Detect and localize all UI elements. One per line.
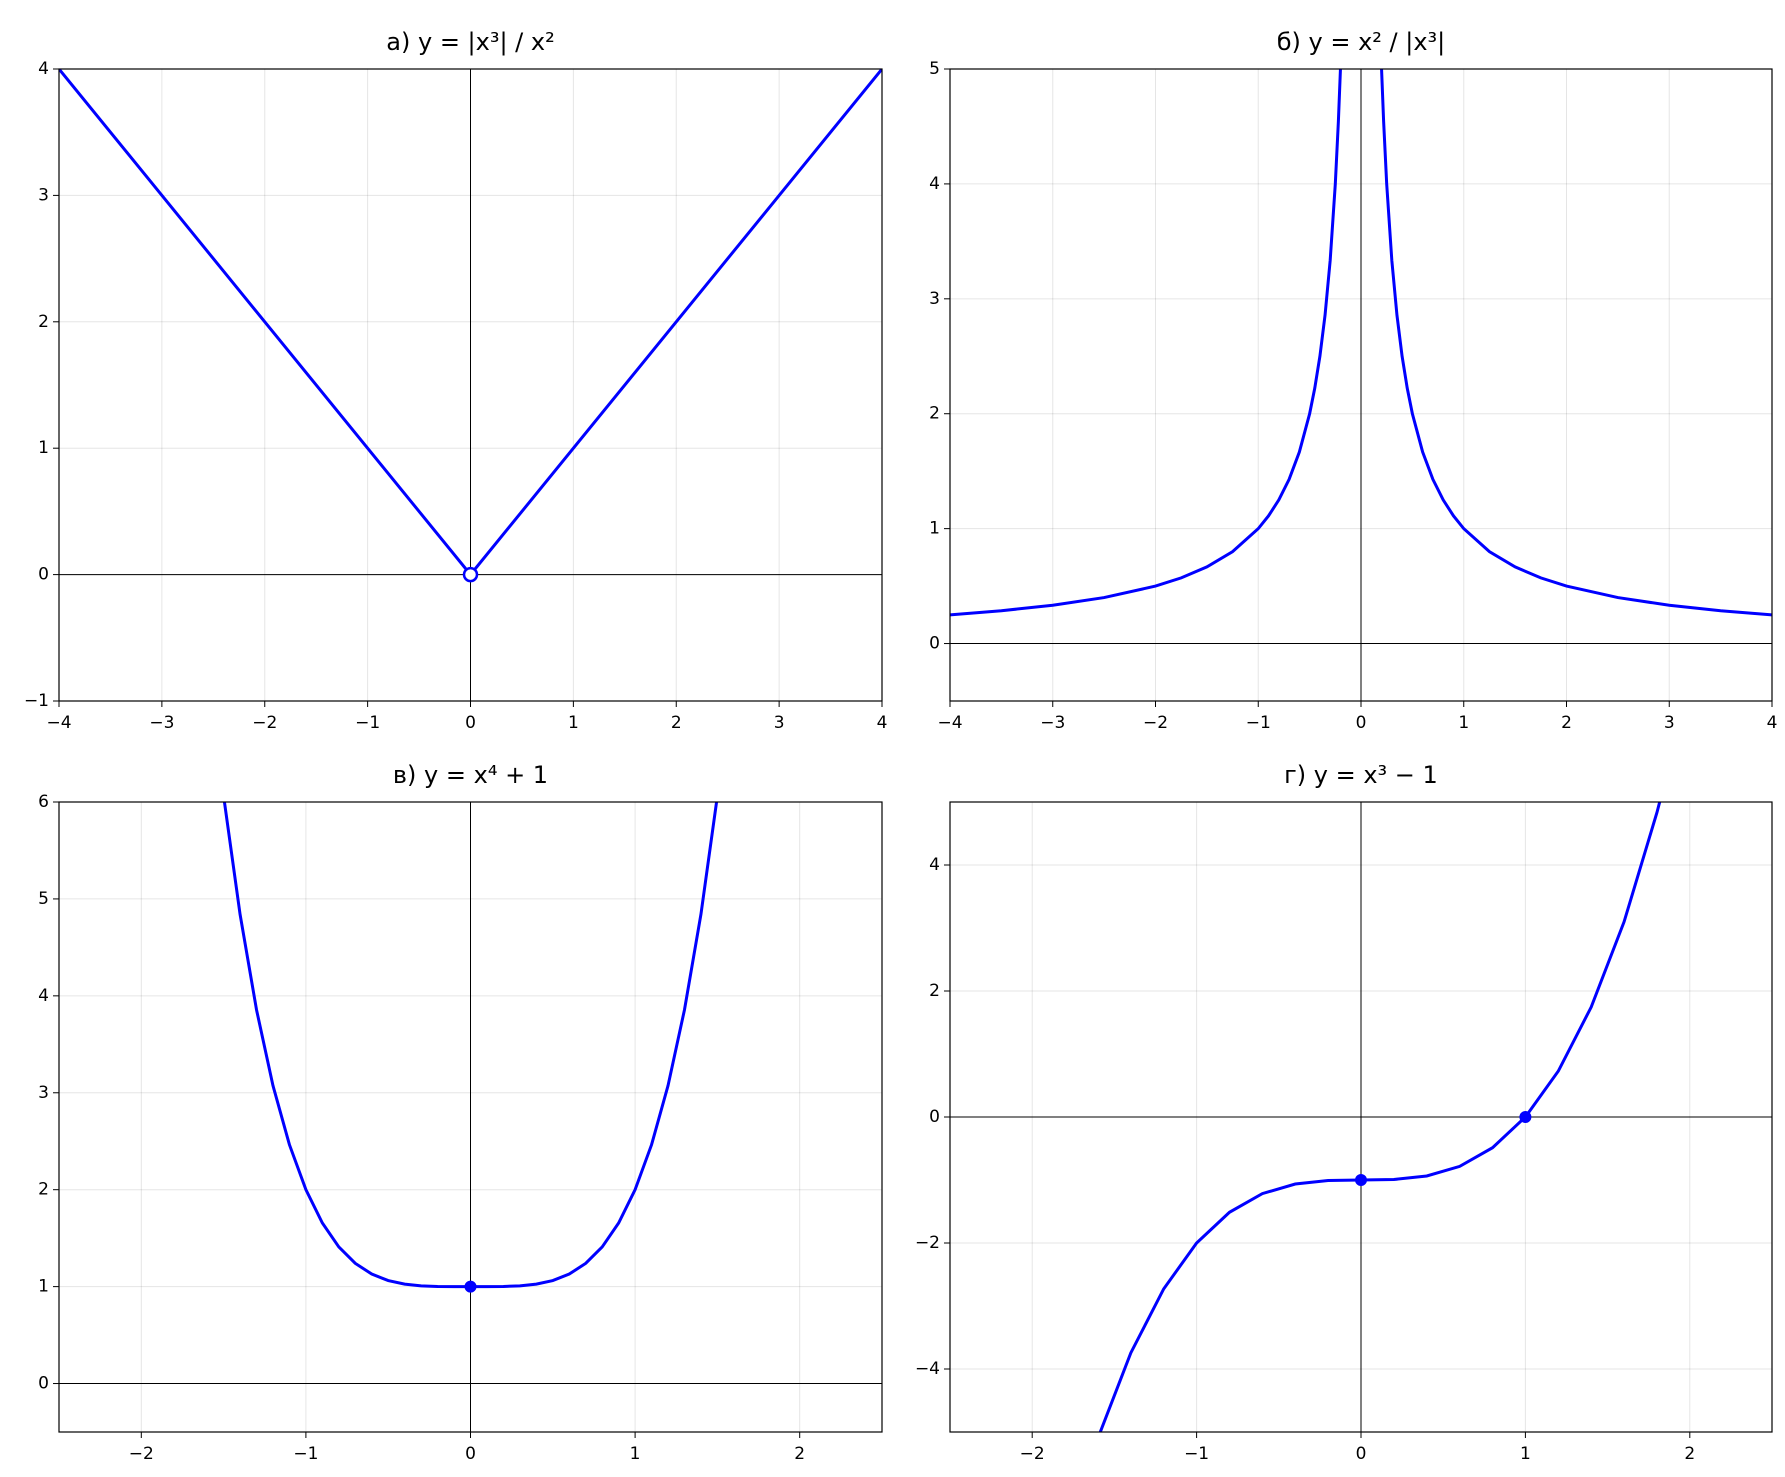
subplot-title: б) y = x² / |x³| <box>1277 28 1446 56</box>
y-tick-label: 2 <box>38 312 49 332</box>
x-tick-label: −1 <box>1246 713 1271 733</box>
y-tick-label: 0 <box>929 634 940 654</box>
subplot: в) y = x⁴ + 1 −2 −1 0 1 2 0 1 2 3 4 5 6 <box>38 761 883 1464</box>
y-tick-label: −1 <box>24 691 49 711</box>
y-tick-label: −2 <box>915 1233 940 1253</box>
x-tick-label: −2 <box>252 713 277 733</box>
x-tick-label: 0 <box>465 713 476 733</box>
x-tick-label: −1 <box>1184 1444 1209 1464</box>
point-marker <box>1355 1174 1367 1186</box>
y-tick-label: 4 <box>929 174 940 194</box>
x-tick-label: −3 <box>149 713 174 733</box>
x-tick-label: 2 <box>794 1444 805 1464</box>
curve <box>1098 802 1662 1432</box>
x-tick-label: 2 <box>1684 1444 1695 1464</box>
plot-frame <box>949 801 1773 1433</box>
y-tick-label: 6 <box>38 792 49 812</box>
y-tick-label: 3 <box>929 289 940 309</box>
point-marker <box>464 1280 477 1293</box>
subplot-title: г) y = x³ − 1 <box>1284 761 1438 789</box>
y-tick-label: 0 <box>929 1107 940 1127</box>
x-tick-label: 0 <box>1356 713 1367 733</box>
plot-frame <box>949 68 1773 702</box>
x-tick-label: −2 <box>1020 1444 1045 1464</box>
y-tick-label: 0 <box>38 565 49 585</box>
y-tick-label: 5 <box>38 889 49 909</box>
x-tick-label: 1 <box>1458 713 1469 733</box>
plot-frame <box>58 801 883 1433</box>
y-tick-label: 4 <box>38 59 49 79</box>
y-tick-label: 5 <box>929 59 940 79</box>
x-tick-label: 3 <box>774 713 785 733</box>
subplot-title: в) y = x⁴ + 1 <box>393 761 548 789</box>
x-tick-label: 1 <box>630 1444 641 1464</box>
y-tick-label: 0 <box>38 1374 49 1394</box>
y-tick-label: 1 <box>929 519 940 539</box>
x-tick-label: 2 <box>1561 713 1572 733</box>
x-tick-label: 2 <box>671 713 682 733</box>
y-tick-label: −4 <box>915 1359 940 1379</box>
x-tick-label: 1 <box>568 713 579 733</box>
y-tick-label: 2 <box>929 404 940 424</box>
subplot: б) y = x² / |x³| −4 −3 −2 −1 0 1 2 3 4 0 1 2 3 4 5 <box>929 28 1777 733</box>
x-tick-label: −1 <box>293 1444 318 1464</box>
y-tick-label: 3 <box>38 185 49 205</box>
x-tick-label: −4 <box>46 713 71 733</box>
curve <box>950 69 1772 617</box>
x-tick-label: −4 <box>937 713 962 733</box>
point-marker <box>462 566 479 583</box>
x-tick-label: 4 <box>877 713 888 733</box>
subplot: а) y = |x³| / x² −4 −3 −2 −1 0 1 2 3 4 −1 0 1 2 3 4 <box>24 28 887 733</box>
x-tick-label: −2 <box>129 1444 154 1464</box>
x-tick-label: 0 <box>465 1444 476 1464</box>
subplot-title: а) y = |x³| / x² <box>386 28 554 56</box>
x-tick-label: 1 <box>1520 1444 1531 1464</box>
x-tick-label: 0 <box>1356 1444 1367 1464</box>
y-tick-label: 3 <box>38 1083 49 1103</box>
point-marker <box>1519 1111 1532 1123</box>
x-tick-label: −1 <box>355 713 380 733</box>
subplot: г) y = x³ − 1 −2 −1 0 1 2 −4 −2 0 2 4 <box>915 761 1773 1464</box>
y-tick-label: 1 <box>38 438 49 458</box>
y-tick-label: 2 <box>929 981 940 1001</box>
y-tick-label: 2 <box>38 1180 49 1200</box>
y-tick-label: 1 <box>38 1277 49 1297</box>
y-tick-label: 4 <box>38 986 49 1006</box>
y-tick-label: 4 <box>929 855 940 875</box>
x-tick-label: 3 <box>1664 713 1675 733</box>
plot-frame <box>58 68 883 702</box>
x-tick-label: 4 <box>1767 713 1778 733</box>
x-tick-label: −3 <box>1040 713 1065 733</box>
x-tick-label: −2 <box>1143 713 1168 733</box>
